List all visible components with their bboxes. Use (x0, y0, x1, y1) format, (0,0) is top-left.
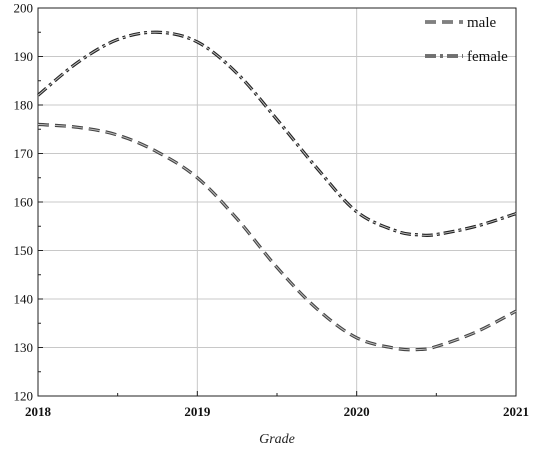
y-tick-label: 200 (14, 1, 34, 16)
y-tick-label: 150 (14, 243, 34, 258)
grid-lines (38, 8, 516, 396)
y-tick-label: 190 (14, 49, 34, 64)
x-tick-label: 2021 (503, 404, 529, 419)
series-male (37, 122, 517, 352)
series-line-female-highlight (37, 31, 517, 236)
y-tick-label: 140 (14, 292, 34, 307)
series-line-male-highlight (37, 123, 517, 351)
x-axis-title: Grade (259, 432, 295, 447)
series-layer (36, 30, 517, 352)
legend-label-male: male (467, 15, 496, 31)
y-tick-label: 160 (14, 195, 34, 210)
legend-label-female: female (467, 49, 508, 65)
series-line-male-outline (37, 122, 517, 352)
legend: male female (425, 15, 508, 65)
y-tick-label: 130 (14, 340, 34, 355)
y-tick-label: 120 (14, 389, 34, 404)
x-tick-label: 2018 (25, 404, 52, 419)
y-tick-labels: 120 130 140 150 160 170 180 190 200 (14, 1, 34, 404)
x-tick-labels: 2018 2019 2020 2021 (25, 404, 529, 419)
axis-ticks (37, 7, 517, 397)
x-tick-label: 2020 (344, 404, 370, 419)
y-tick-label: 170 (14, 146, 34, 161)
y-tick-label: 180 (14, 98, 34, 113)
x-tick-label: 2019 (184, 404, 211, 419)
series-female (36, 30, 517, 238)
